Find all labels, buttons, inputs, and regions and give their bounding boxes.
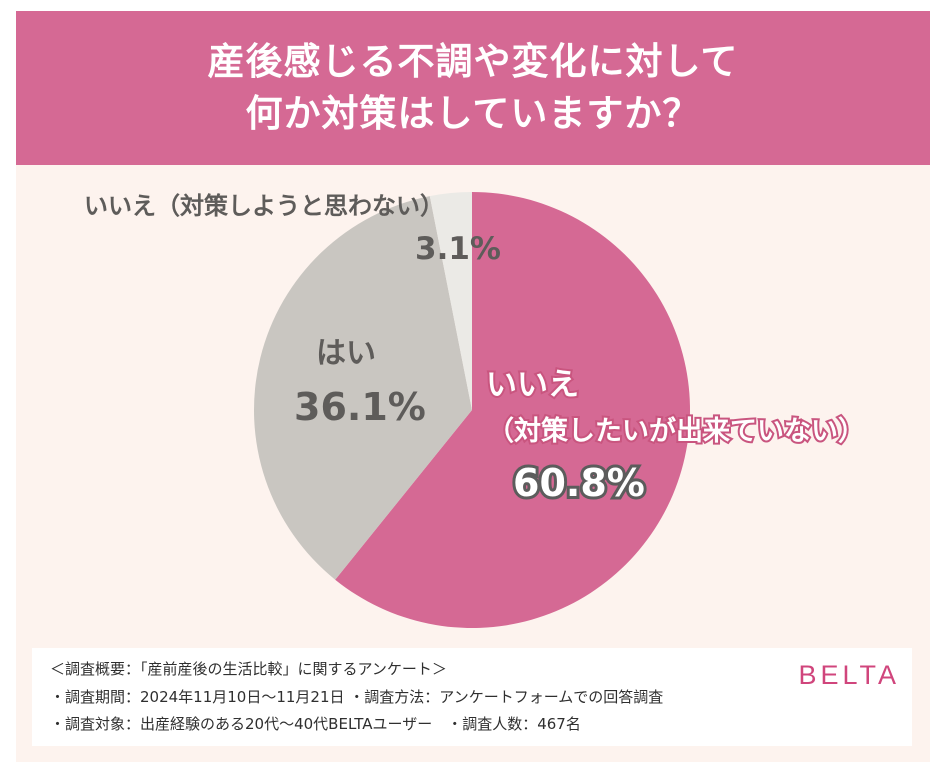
slice-no-want-but-cannot	[335, 191, 691, 628]
survey-title: ＜調査概要：「産前産後の生活比較」に関するアンケート＞	[50, 660, 447, 678]
title-banner: 産後感じる不調や変化に対して 何か対策はしていますか？	[16, 11, 930, 165]
slice-label-no-intent: いいえ（対策しようと思わない）	[84, 192, 444, 220]
slice-value-yes: 36.1%	[294, 385, 426, 429]
slice-no-intent	[429, 192, 472, 410]
pie-labels: いいえ （対策したいが出来ていない） 60.8% はい 36.1% いいえ（対策…	[84, 192, 867, 508]
pie-chart: いいえ （対策したいが出来ていない） 60.8% はい 36.1% いいえ（対策…	[84, 191, 867, 628]
pie-slices	[254, 191, 691, 628]
slice-yes	[254, 196, 472, 580]
slice-label-yes: はい	[316, 336, 376, 371]
survey-period-method: ・調査期間：2024年11月10日～11月21日 ・調査方法：アンケートフォーム…	[50, 688, 664, 706]
survey-overview: ＜調査概要：「産前産後の生活比較」に関するアンケート＞ ・調査期間：2024年1…	[32, 648, 912, 746]
title-line-1: 産後感じる不調や変化に対して	[207, 40, 739, 83]
title-line-2: 何か対策はしていますか？	[245, 92, 701, 135]
slice-sublabel-no-want: （対策したいが出来ていない）	[487, 415, 865, 447]
slice-value-no-want: 60.8%	[513, 461, 645, 505]
brand-logo: BELTA	[798, 660, 900, 690]
slice-label-no-want: いいえ	[486, 367, 579, 403]
survey-target-count: ・調査対象：出産経験のある20代～40代BELTAユーザー ・調査人数：467名	[50, 715, 581, 733]
slice-value-no-intent: 3.1%	[415, 231, 501, 267]
